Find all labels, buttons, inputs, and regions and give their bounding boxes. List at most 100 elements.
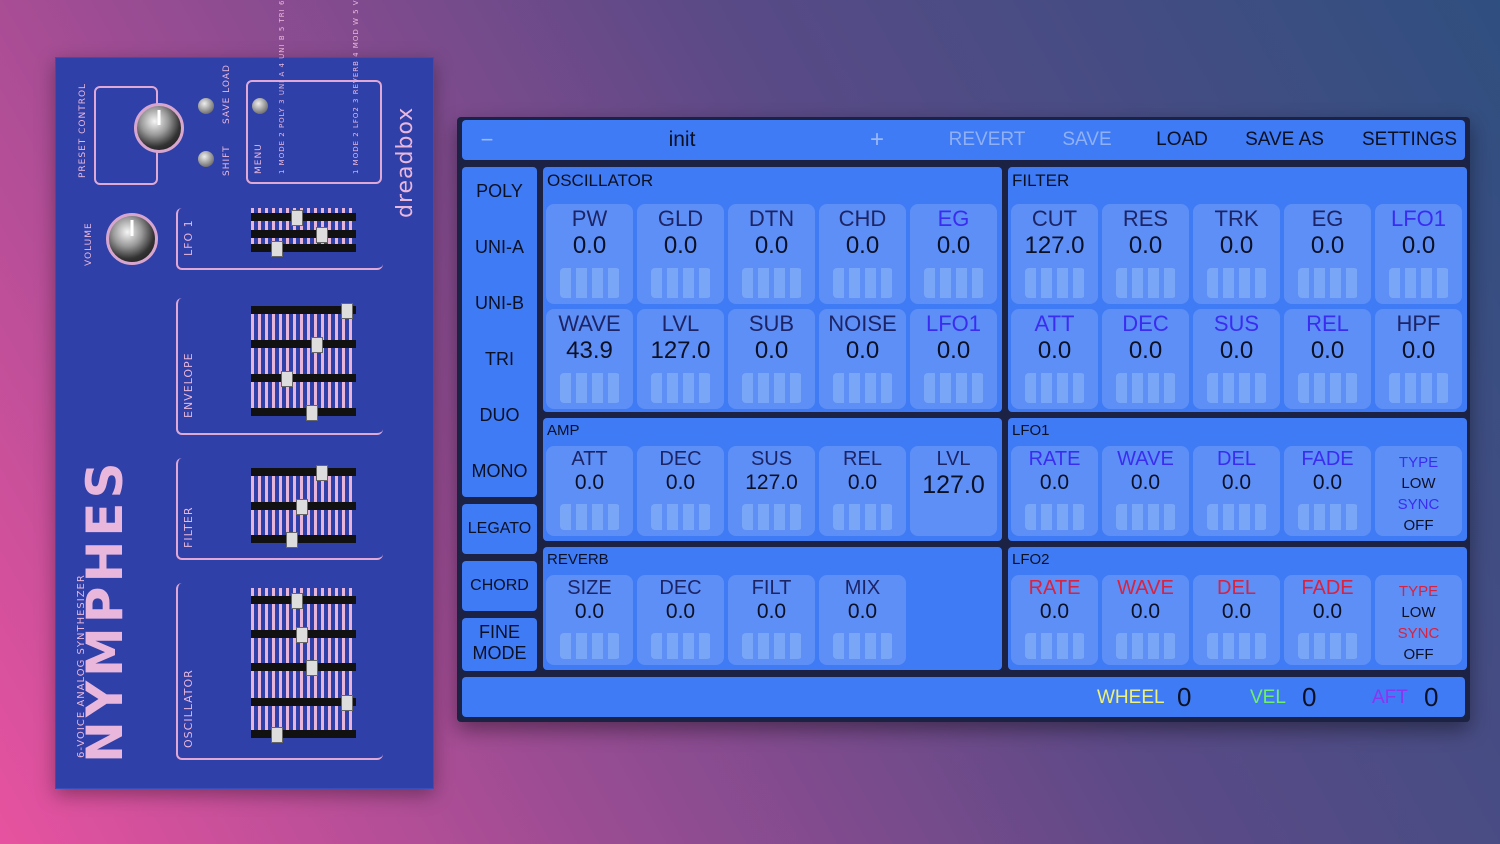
lfo2-wave-label: WAVE — [1117, 577, 1174, 599]
lfo1-fade-meter — [1298, 504, 1358, 530]
filter-frame — [176, 458, 383, 560]
amp-att-label: ATT — [571, 448, 608, 470]
load-button[interactable]: LOAD — [1156, 129, 1208, 150]
osc-lvl-control[interactable]: LVL 127.0 — [637, 309, 724, 409]
lfo2-del-control[interactable]: DEL 0.0 — [1193, 575, 1280, 665]
mode-uni-b[interactable]: UNI-B — [475, 293, 524, 313]
preset-plus-button[interactable]: + — [869, 126, 884, 153]
amp-sus-control[interactable]: SUS 127.0 — [728, 446, 815, 536]
lfo2-type-sync-control[interactable]: TYPE LOW SYNC OFF — [1375, 575, 1462, 665]
filter-eg-label: EG — [1311, 206, 1344, 231]
shift-button — [198, 151, 214, 167]
osc-wave-control[interactable]: WAVE 43.9 — [546, 309, 633, 409]
lfo2-fade-meter — [1298, 633, 1358, 659]
save-button[interactable]: SAVE — [1062, 129, 1112, 150]
envelope-label: ENVELOPE — [182, 352, 195, 418]
lfo2-type-label: TYPE — [1398, 583, 1439, 600]
save-as-button[interactable]: SAVE AS — [1245, 129, 1324, 150]
osc-pw-control[interactable]: PW 0.0 — [546, 204, 633, 304]
reverb-dec-control[interactable]: DEC 0.0 — [637, 575, 724, 665]
aft-value: 0 — [1424, 682, 1439, 712]
osc-lfo1-meter — [924, 373, 984, 403]
filter-cut-control[interactable]: CUT 127.0 — [1011, 204, 1098, 304]
osc-lfo1-value: 0.0 — [936, 337, 971, 364]
save-load-label: SAVE LOAD — [222, 64, 232, 124]
reverb-filt-control[interactable]: FILT 0.0 — [728, 575, 815, 665]
env-slider-2 — [251, 337, 356, 353]
osc-dtn-control[interactable]: DTN 0.0 — [728, 204, 815, 304]
lfo1-label: LFO 1 — [182, 219, 195, 256]
env-slider-3 — [251, 371, 356, 387]
osc-sub-control[interactable]: SUB 0.0 — [728, 309, 815, 409]
amp-rel-label: REL — [843, 448, 882, 470]
filter-lfo1-control[interactable]: LFO1 0.0 — [1375, 204, 1462, 304]
reverb-mix-value: 0.0 — [847, 600, 878, 623]
mode-mono[interactable]: MONO — [471, 461, 528, 481]
filter-trk-control[interactable]: TRK 0.0 — [1193, 204, 1280, 304]
osc-gld-control[interactable]: GLD 0.0 — [637, 204, 724, 304]
vel-value: 0 — [1302, 682, 1317, 712]
mode-poly[interactable]: POLY — [476, 181, 523, 201]
reverb-mix-meter — [833, 633, 893, 659]
filter-hpf-control[interactable]: HPF 0.0 — [1375, 309, 1462, 409]
osc-lfo1-control[interactable]: LFO1 0.0 — [910, 309, 997, 409]
save-load-button — [198, 98, 214, 114]
filter-dec-control[interactable]: DEC 0.0 — [1102, 309, 1189, 409]
lfo2-rate-control[interactable]: RATE 0.0 — [1011, 575, 1098, 665]
fine-mode-label-1: FINE — [478, 622, 520, 642]
amp-rel-control[interactable]: REL 0.0 — [819, 446, 906, 536]
legato-button[interactable]: LEGATO — [462, 504, 537, 554]
mode-list-label: 1 MODE 2 POLY 3 UNI A 4 UNI B 5 TRI 6 DU… — [278, 0, 286, 174]
reverb-mix-control[interactable]: MIX 0.0 — [819, 575, 906, 665]
osc-eg-control[interactable]: EG 0.0 — [910, 204, 997, 304]
lfo2-wave-control[interactable]: WAVE 0.0 — [1102, 575, 1189, 665]
lfo1-type-value: LOW — [1401, 475, 1436, 492]
revert-button[interactable]: REVERT — [948, 129, 1026, 150]
amp-dec-control[interactable]: DEC 0.0 — [637, 446, 724, 536]
filter-rel-control[interactable]: REL 0.0 — [1284, 309, 1371, 409]
filter-rel-meter — [1298, 373, 1358, 403]
chord-button[interactable]: CHORD — [462, 561, 537, 611]
filter-res-control[interactable]: RES 0.0 — [1102, 204, 1189, 304]
filter-res-value: 0.0 — [1128, 232, 1163, 259]
amp-att-control[interactable]: ATT 0.0 — [546, 446, 633, 536]
preset-minus-button[interactable]: − — [480, 127, 494, 152]
filter-rel-label: REL — [1306, 311, 1349, 336]
filter-eg-control[interactable]: EG 0.0 — [1284, 204, 1371, 304]
lfo1-del-control[interactable]: DEL 0.0 — [1193, 446, 1280, 536]
amp-att-meter — [560, 504, 620, 530]
lfo1-rate-label: RATE — [1028, 448, 1081, 470]
osc-noise-control[interactable]: NOISE 0.0 — [819, 309, 906, 409]
lfo1-section: LFO1 RATE 0.0 WAVE 0.0 DEL 0.0 FADE 0.0 TYPE… — [1008, 418, 1467, 541]
lfo2-fade-label: FADE — [1301, 577, 1354, 599]
lfo1-fade-control[interactable]: FADE 0.0 — [1284, 446, 1371, 536]
mode-tri[interactable]: TRI — [485, 349, 514, 369]
lfo1-wave-meter — [1116, 504, 1176, 530]
filter-sus-meter — [1207, 373, 1267, 403]
mode-uni-a[interactable]: UNI-A — [475, 237, 524, 257]
lfo1-rate-control[interactable]: RATE 0.0 — [1011, 446, 1098, 536]
lfo2-section: LFO2 RATE 0.0 WAVE 0.0 DEL 0.0 FADE 0.0 TYPE… — [1008, 547, 1467, 670]
lfo1-wave-control[interactable]: WAVE 0.0 — [1102, 446, 1189, 536]
filter-sus-label: SUS — [1213, 311, 1260, 336]
osc-chd-label: CHD — [838, 206, 887, 231]
lfo1-type-sync-control[interactable]: TYPE LOW SYNC OFF — [1375, 446, 1462, 536]
reverb-dec-value: 0.0 — [665, 600, 696, 623]
lfo2-fade-control[interactable]: FADE 0.0 — [1284, 575, 1371, 665]
lfo-slider-2 — [251, 227, 356, 243]
settings-button[interactable]: SETTINGS — [1361, 129, 1457, 150]
osc-chd-control[interactable]: CHD 0.0 — [819, 204, 906, 304]
filter-eg-meter — [1298, 268, 1358, 298]
filter-slider-2 — [251, 499, 356, 515]
filter-sus-control[interactable]: SUS 0.0 — [1193, 309, 1280, 409]
amp-lvl-control[interactable]: LVL 127.0 — [910, 446, 997, 536]
reverb-size-control[interactable]: SIZE 0.0 — [546, 575, 633, 665]
fine-mode-button[interactable]: FINE MODE — [462, 618, 537, 671]
mode-duo[interactable]: DUO — [479, 405, 520, 425]
filter-section: FILTER CUT 127.0 RES 0.0 TRK 0.0 EG 0.0 LFO1… — [1008, 167, 1467, 412]
menu-frame — [246, 80, 382, 184]
lfo1-del-label: DEL — [1217, 448, 1256, 470]
filter-att-control[interactable]: ATT 0.0 — [1011, 309, 1098, 409]
filter-cut-value: 127.0 — [1024, 232, 1085, 259]
filter-dec-meter — [1116, 373, 1176, 403]
